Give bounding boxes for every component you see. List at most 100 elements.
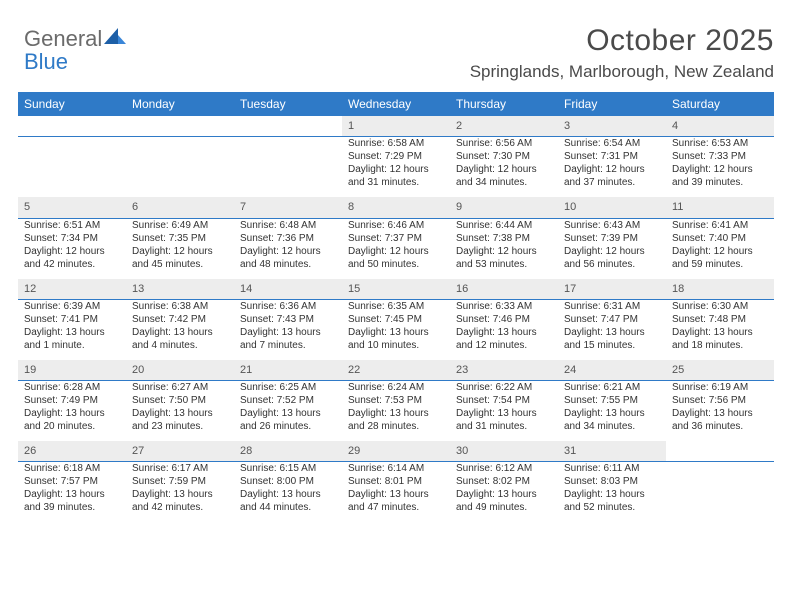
day-number-cell: 18 <box>666 279 774 300</box>
sunrise-line: Sunrise: 6:46 AM <box>348 219 444 232</box>
sunset-line: Sunset: 7:52 PM <box>240 394 336 407</box>
day-number-cell: 11 <box>666 197 774 218</box>
day-number-cell: 25 <box>666 360 774 381</box>
day-number-cell: 28 <box>234 441 342 462</box>
sunrise-line: Sunrise: 6:15 AM <box>240 462 336 475</box>
daylight-line: Daylight: 13 hours and 42 minutes. <box>132 488 228 514</box>
daylight-line: Daylight: 13 hours and 20 minutes. <box>24 407 120 433</box>
sunrise-line: Sunrise: 6:48 AM <box>240 219 336 232</box>
daylight-line: Daylight: 13 hours and 15 minutes. <box>564 326 660 352</box>
sunrise-line: Sunrise: 6:38 AM <box>132 300 228 313</box>
daylight-line: Daylight: 13 hours and 52 minutes. <box>564 488 660 514</box>
sunrise-line: Sunrise: 6:12 AM <box>456 462 552 475</box>
daylight-line: Daylight: 12 hours and 48 minutes. <box>240 245 336 271</box>
sunset-line: Sunset: 7:42 PM <box>132 313 228 326</box>
sunrise-line: Sunrise: 6:19 AM <box>672 381 768 394</box>
day-number-cell: 6 <box>126 197 234 218</box>
sunset-line: Sunset: 7:29 PM <box>348 150 444 163</box>
sunrise-line: Sunrise: 6:14 AM <box>348 462 444 475</box>
daylight-line: Daylight: 13 hours and 18 minutes. <box>672 326 768 352</box>
day-header: Sunday <box>18 92 126 116</box>
day-detail-cell: Sunrise: 6:44 AMSunset: 7:38 PMDaylight:… <box>450 218 558 279</box>
sunrise-line: Sunrise: 6:25 AM <box>240 381 336 394</box>
sunset-line: Sunset: 7:55 PM <box>564 394 660 407</box>
day-detail-cell: Sunrise: 6:25 AMSunset: 7:52 PMDaylight:… <box>234 381 342 442</box>
sunrise-line: Sunrise: 6:53 AM <box>672 137 768 150</box>
day-detail-row: Sunrise: 6:39 AMSunset: 7:41 PMDaylight:… <box>18 299 774 360</box>
logo-sail-icon <box>104 28 126 51</box>
daylight-line: Daylight: 12 hours and 50 minutes. <box>348 245 444 271</box>
sunset-line: Sunset: 7:57 PM <box>24 475 120 488</box>
sunrise-line: Sunrise: 6:27 AM <box>132 381 228 394</box>
day-detail-cell: Sunrise: 6:53 AMSunset: 7:33 PMDaylight:… <box>666 137 774 198</box>
daylight-line: Daylight: 13 hours and 49 minutes. <box>456 488 552 514</box>
day-detail-cell: Sunrise: 6:30 AMSunset: 7:48 PMDaylight:… <box>666 299 774 360</box>
day-number-cell: 31 <box>558 441 666 462</box>
calendar-page: General Blue October 2025 Springlands, M… <box>0 0 792 534</box>
sunset-line: Sunset: 8:02 PM <box>456 475 552 488</box>
calendar-body: 1234Sunrise: 6:58 AMSunset: 7:29 PMDayli… <box>18 116 774 522</box>
sunset-line: Sunset: 7:49 PM <box>24 394 120 407</box>
day-header: Saturday <box>666 92 774 116</box>
daylight-line: Daylight: 13 hours and 31 minutes. <box>456 407 552 433</box>
sunrise-line: Sunrise: 6:30 AM <box>672 300 768 313</box>
day-detail-cell: Sunrise: 6:35 AMSunset: 7:45 PMDaylight:… <box>342 299 450 360</box>
day-detail-cell <box>666 462 774 523</box>
sunset-line: Sunset: 8:01 PM <box>348 475 444 488</box>
page-title: October 2025 <box>470 24 774 58</box>
sunset-line: Sunset: 8:00 PM <box>240 475 336 488</box>
day-number-cell: 5 <box>18 197 126 218</box>
sunset-line: Sunset: 7:38 PM <box>456 232 552 245</box>
daylight-line: Daylight: 13 hours and 44 minutes. <box>240 488 336 514</box>
day-number-cell: 9 <box>450 197 558 218</box>
day-detail-cell: Sunrise: 6:28 AMSunset: 7:49 PMDaylight:… <box>18 381 126 442</box>
header-row: General Blue October 2025 Springlands, M… <box>18 24 774 82</box>
daylight-line: Daylight: 12 hours and 53 minutes. <box>456 245 552 271</box>
sunrise-line: Sunrise: 6:43 AM <box>564 219 660 232</box>
daylight-line: Daylight: 13 hours and 39 minutes. <box>24 488 120 514</box>
day-number-row: 19202122232425 <box>18 360 774 381</box>
sunrise-line: Sunrise: 6:44 AM <box>456 219 552 232</box>
day-detail-cell <box>126 137 234 198</box>
day-detail-cell: Sunrise: 6:17 AMSunset: 7:59 PMDaylight:… <box>126 462 234 523</box>
sunrise-line: Sunrise: 6:17 AM <box>132 462 228 475</box>
day-number-row: 12131415161718 <box>18 279 774 300</box>
daylight-line: Daylight: 13 hours and 47 minutes. <box>348 488 444 514</box>
day-number-cell: 16 <box>450 279 558 300</box>
sunset-line: Sunset: 7:53 PM <box>348 394 444 407</box>
sunrise-line: Sunrise: 6:11 AM <box>564 462 660 475</box>
day-number-cell <box>666 441 774 462</box>
sunrise-line: Sunrise: 6:18 AM <box>24 462 120 475</box>
day-detail-cell: Sunrise: 6:12 AMSunset: 8:02 PMDaylight:… <box>450 462 558 523</box>
sunrise-line: Sunrise: 6:35 AM <box>348 300 444 313</box>
sunset-line: Sunset: 8:03 PM <box>564 475 660 488</box>
day-number-cell: 21 <box>234 360 342 381</box>
day-number-row: 567891011 <box>18 197 774 218</box>
sunrise-line: Sunrise: 6:41 AM <box>672 219 768 232</box>
day-detail-cell: Sunrise: 6:51 AMSunset: 7:34 PMDaylight:… <box>18 218 126 279</box>
sunset-line: Sunset: 7:39 PM <box>564 232 660 245</box>
calendar-table: Sunday Monday Tuesday Wednesday Thursday… <box>18 92 774 522</box>
day-number-cell: 7 <box>234 197 342 218</box>
daylight-line: Daylight: 13 hours and 26 minutes. <box>240 407 336 433</box>
sunrise-line: Sunrise: 6:39 AM <box>24 300 120 313</box>
daylight-line: Daylight: 13 hours and 1 minute. <box>24 326 120 352</box>
day-detail-cell: Sunrise: 6:33 AMSunset: 7:46 PMDaylight:… <box>450 299 558 360</box>
day-number-cell: 8 <box>342 197 450 218</box>
sunset-line: Sunset: 7:31 PM <box>564 150 660 163</box>
sunset-line: Sunset: 7:37 PM <box>348 232 444 245</box>
daylight-line: Daylight: 13 hours and 23 minutes. <box>132 407 228 433</box>
day-detail-cell: Sunrise: 6:27 AMSunset: 7:50 PMDaylight:… <box>126 381 234 442</box>
day-detail-cell: Sunrise: 6:58 AMSunset: 7:29 PMDaylight:… <box>342 137 450 198</box>
logo-word1: General <box>24 26 102 51</box>
day-number-cell: 17 <box>558 279 666 300</box>
sunset-line: Sunset: 7:33 PM <box>672 150 768 163</box>
sunset-line: Sunset: 7:41 PM <box>24 313 120 326</box>
sunset-line: Sunset: 7:46 PM <box>456 313 552 326</box>
calendar-header-row: Sunday Monday Tuesday Wednesday Thursday… <box>18 92 774 116</box>
day-number-cell: 24 <box>558 360 666 381</box>
day-number-cell: 26 <box>18 441 126 462</box>
day-detail-cell: Sunrise: 6:43 AMSunset: 7:39 PMDaylight:… <box>558 218 666 279</box>
day-detail-cell: Sunrise: 6:24 AMSunset: 7:53 PMDaylight:… <box>342 381 450 442</box>
day-number-cell: 30 <box>450 441 558 462</box>
